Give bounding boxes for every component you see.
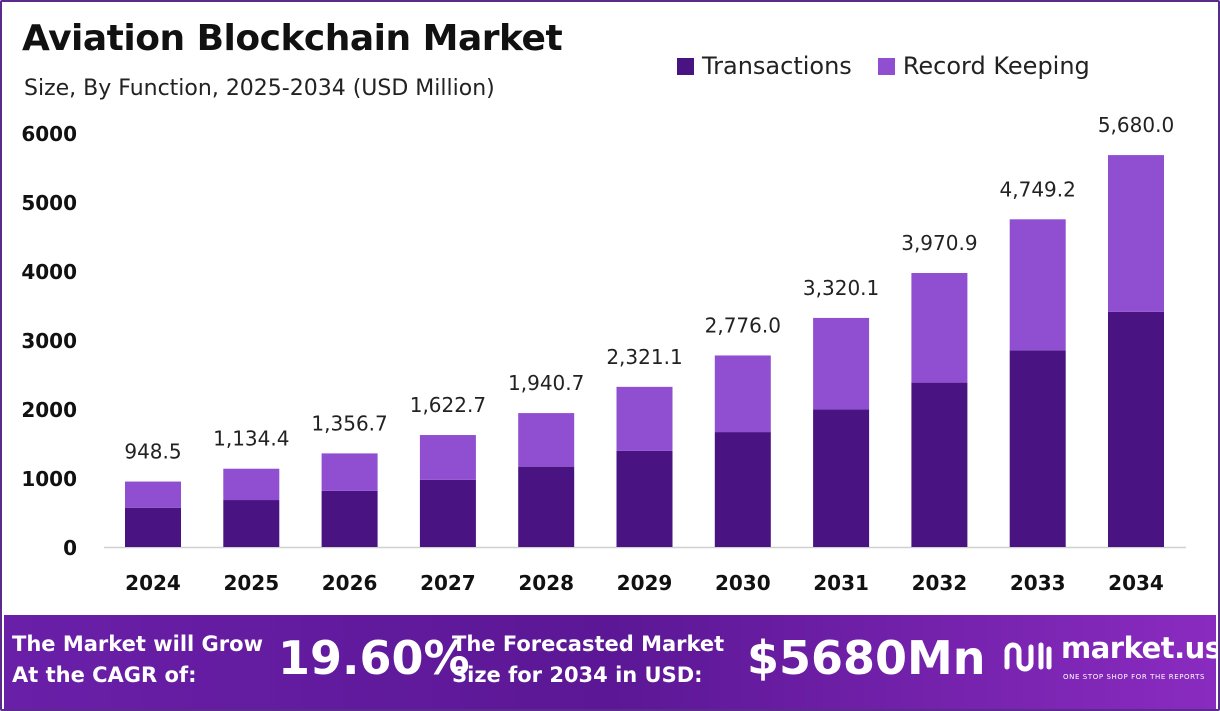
data-label-total: 1,134.4 bbox=[213, 427, 289, 451]
y-tick-label: 1000 bbox=[21, 467, 77, 491]
bar-transactions bbox=[321, 490, 378, 547]
bar-record-keeping bbox=[125, 481, 181, 508]
cagr-label-line2: At the CAGR of: bbox=[12, 663, 197, 687]
y-tick-label: 2000 bbox=[21, 398, 77, 422]
chart-title: Aviation Blockchain Market bbox=[22, 18, 563, 59]
legend-swatch-transactions bbox=[677, 57, 694, 75]
bar-chart: 0 1000 2000 3000 4000 5000 6000 948.5 2024 1,134.… bbox=[21, 113, 1186, 595]
bar-transactions bbox=[419, 479, 476, 547]
data-label-total: 2,776.0 bbox=[705, 313, 781, 337]
legend-item-transactions: Transactions bbox=[677, 52, 852, 80]
footer-banner: The Market will Grow At the CAGR of: 19.… bbox=[4, 615, 1218, 709]
chart-legend: Transactions Record Keeping bbox=[677, 52, 1090, 80]
bar-record-keeping bbox=[321, 453, 378, 491]
forecast-label: The Forecasted Market Size for 2034 in U… bbox=[452, 629, 724, 691]
bar-record-keeping bbox=[223, 468, 280, 501]
x-tick-label: 2026 bbox=[322, 571, 378, 595]
legend-item-record-keeping: Record Keeping bbox=[877, 52, 1090, 80]
x-tick-label: 2030 bbox=[715, 571, 771, 595]
bar-transactions bbox=[813, 409, 870, 547]
legend-label-transactions: Transactions bbox=[702, 52, 852, 80]
y-tick-label: 3000 bbox=[21, 329, 77, 353]
bar-record-keeping bbox=[419, 435, 476, 480]
data-label-total: 948.5 bbox=[124, 440, 181, 464]
y-tick-label: 0 bbox=[63, 536, 77, 560]
data-label-total: 5,680.0 bbox=[1098, 113, 1174, 137]
bar-record-keeping bbox=[1108, 155, 1164, 312]
bar-transactions bbox=[616, 450, 673, 547]
brand-logo-block: market.us ONE STOP SHOP FOR THE REPORTS bbox=[999, 627, 1218, 697]
legend-swatch-record-keeping bbox=[877, 57, 895, 75]
bar-record-keeping bbox=[911, 273, 968, 383]
bar-record-keeping bbox=[1009, 219, 1066, 351]
market-us-logo-icon bbox=[1004, 642, 1052, 672]
y-tick-label: 6000 bbox=[21, 122, 77, 146]
brand-name: market.us bbox=[1061, 631, 1220, 665]
forecast-value: $5680Mn bbox=[747, 631, 986, 685]
y-tick-label: 5000 bbox=[21, 191, 77, 215]
legend-label-record-keeping: Record Keeping bbox=[902, 52, 1090, 80]
data-label-total: 1,622.7 bbox=[410, 393, 486, 417]
x-tick-label: 2032 bbox=[912, 571, 968, 595]
cagr-label: The Market will Grow At the CAGR of: bbox=[12, 629, 263, 691]
data-label-total: 2,321.1 bbox=[606, 345, 682, 369]
brand-tagline: ONE STOP SHOP FOR THE REPORTS bbox=[1063, 673, 1206, 681]
chart-subtitle: Size, By Function, 2025-2034 (USD Millio… bbox=[24, 76, 495, 101]
x-tick-label: 2028 bbox=[518, 571, 574, 595]
cagr-label-line1: The Market will Grow bbox=[12, 632, 263, 656]
bar-record-keeping bbox=[616, 386, 673, 451]
data-label-total: 3,970.9 bbox=[901, 231, 977, 255]
bar-transactions bbox=[714, 432, 771, 547]
data-label-total: 3,320.1 bbox=[803, 276, 879, 300]
bar-record-keeping bbox=[813, 317, 870, 410]
bar-transactions bbox=[1108, 311, 1164, 547]
data-label-total: 1,356.7 bbox=[311, 411, 387, 435]
forecast-label-line1: The Forecasted Market bbox=[452, 632, 725, 656]
bar-transactions bbox=[911, 382, 968, 547]
x-tick-label: 2034 bbox=[1108, 571, 1164, 595]
x-tick-label: 2031 bbox=[813, 571, 869, 595]
x-tick-label: 2029 bbox=[617, 571, 673, 595]
data-label-total: 1,940.7 bbox=[508, 371, 584, 395]
bar-record-keeping bbox=[518, 413, 575, 467]
data-label-total: 4,749.2 bbox=[1000, 177, 1076, 201]
cagr-value: 19.60% bbox=[278, 631, 470, 685]
bar-transactions bbox=[518, 466, 575, 547]
bar-transactions bbox=[1009, 350, 1066, 547]
x-tick-label: 2027 bbox=[420, 571, 476, 595]
bar-transactions bbox=[223, 500, 280, 547]
bar-record-keeping bbox=[714, 355, 771, 433]
forecast-label-line2: Size for 2034 in USD: bbox=[452, 663, 703, 687]
y-tick-label: 4000 bbox=[21, 260, 77, 284]
x-tick-label: 2024 bbox=[125, 571, 181, 595]
x-tick-label: 2025 bbox=[223, 571, 279, 595]
bar-transactions bbox=[125, 507, 181, 547]
x-tick-label: 2033 bbox=[1010, 571, 1066, 595]
